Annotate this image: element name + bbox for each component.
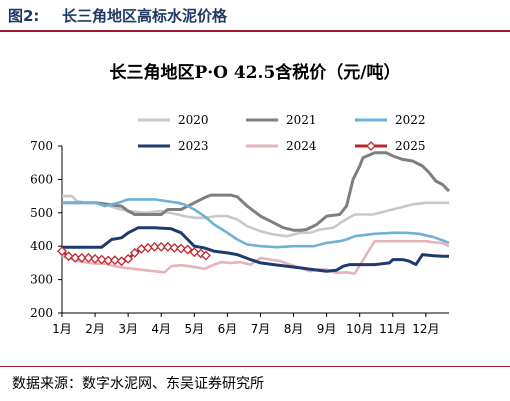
legend: 2020 2021 2022 2023 2024 2025	[138, 113, 426, 153]
series-2024	[61, 239, 450, 275]
data-point-2025	[123, 253, 134, 264]
data-point-2025	[83, 252, 94, 263]
x-tick-label: 9月	[317, 322, 337, 336]
legend-label: 2025	[395, 139, 426, 153]
source-note: 数据来源：数字水泥网、东吴证券研究所	[12, 376, 264, 392]
data-point-2025	[149, 241, 160, 252]
data-point-2025	[156, 241, 167, 252]
legend-label: 2024	[286, 139, 317, 153]
legend-item-2020: 2020	[138, 113, 209, 127]
series-line-2021	[62, 151, 451, 232]
data-point-2025	[70, 252, 81, 263]
x-tick-label: 2月	[85, 322, 105, 336]
data-point-2025	[57, 246, 67, 257]
series-layer	[57, 151, 451, 275]
x-tick-label: 6月	[218, 322, 238, 336]
x-tick-label: 10月	[346, 322, 373, 336]
data-point-2025	[169, 242, 180, 253]
x-tick-label: 5月	[184, 322, 204, 336]
y-tick-label: 700	[30, 139, 53, 153]
series-2022	[62, 198, 450, 249]
figure-header: 图2: 长三角地区高标水泥价格	[0, 0, 510, 34]
figure-label: 图2:	[8, 7, 40, 25]
x-tick-label: 8月	[284, 322, 304, 336]
y-tick-label: 600	[30, 172, 53, 186]
y-tick-label: 400	[30, 239, 53, 253]
legend-label: 2021	[286, 113, 317, 127]
legend-item-2023: 2023	[138, 139, 209, 153]
series-2021	[62, 151, 451, 232]
data-point-2025	[116, 256, 127, 267]
data-point-2025	[129, 247, 140, 258]
data-point-2025	[63, 251, 74, 262]
series-line-2023	[62, 226, 449, 273]
y-tick-label: 200	[30, 306, 53, 320]
y-tick-label: 500	[30, 206, 53, 220]
legend-label: 2020	[178, 113, 209, 127]
x-tick-label: 7月	[251, 322, 271, 336]
series-line-2024	[61, 239, 450, 275]
legend-marker	[366, 141, 376, 151]
legend-label: 2022	[395, 113, 426, 127]
data-point-2025	[200, 250, 211, 261]
axes: 200 300 400 500 600 700 1月 2月 3月 4月 5月 6月 7月 8月 9月 10月 1…	[30, 139, 449, 336]
x-tick-label: 4月	[151, 322, 171, 336]
series-2023	[62, 226, 449, 273]
data-point-2025	[189, 247, 200, 258]
legend-item-2021: 2021	[246, 113, 317, 127]
data-point-2025	[110, 255, 120, 266]
figure-title: 长三角地区高标水泥价格	[62, 7, 228, 25]
x-tick-label: 11月	[379, 322, 406, 336]
footer-rule	[0, 366, 510, 367]
legend-item-2024: 2024	[246, 139, 317, 153]
data-point-2025	[103, 255, 114, 266]
x-tick-label: 12月	[412, 322, 439, 336]
chart-title: 长三角地区P·O 42.5含税价（元/吨）	[109, 62, 400, 83]
data-point-2025	[90, 253, 100, 264]
data-point-2025	[76, 252, 87, 263]
data-point-2025	[176, 243, 186, 254]
series-line-2022	[62, 198, 450, 249]
legend-item-2022: 2022	[355, 113, 426, 127]
legend-label: 2023	[178, 139, 209, 153]
data-point-2025	[162, 241, 173, 252]
header-rule	[0, 30, 510, 32]
data-point-2025	[182, 244, 193, 255]
y-tick-label: 300	[30, 273, 53, 287]
x-tick-label: 3月	[118, 322, 138, 336]
legend-item-2025: 2025	[355, 139, 426, 153]
x-tick-label: 1月	[52, 322, 72, 336]
series-2025	[57, 241, 211, 267]
data-point-2025	[96, 254, 107, 265]
